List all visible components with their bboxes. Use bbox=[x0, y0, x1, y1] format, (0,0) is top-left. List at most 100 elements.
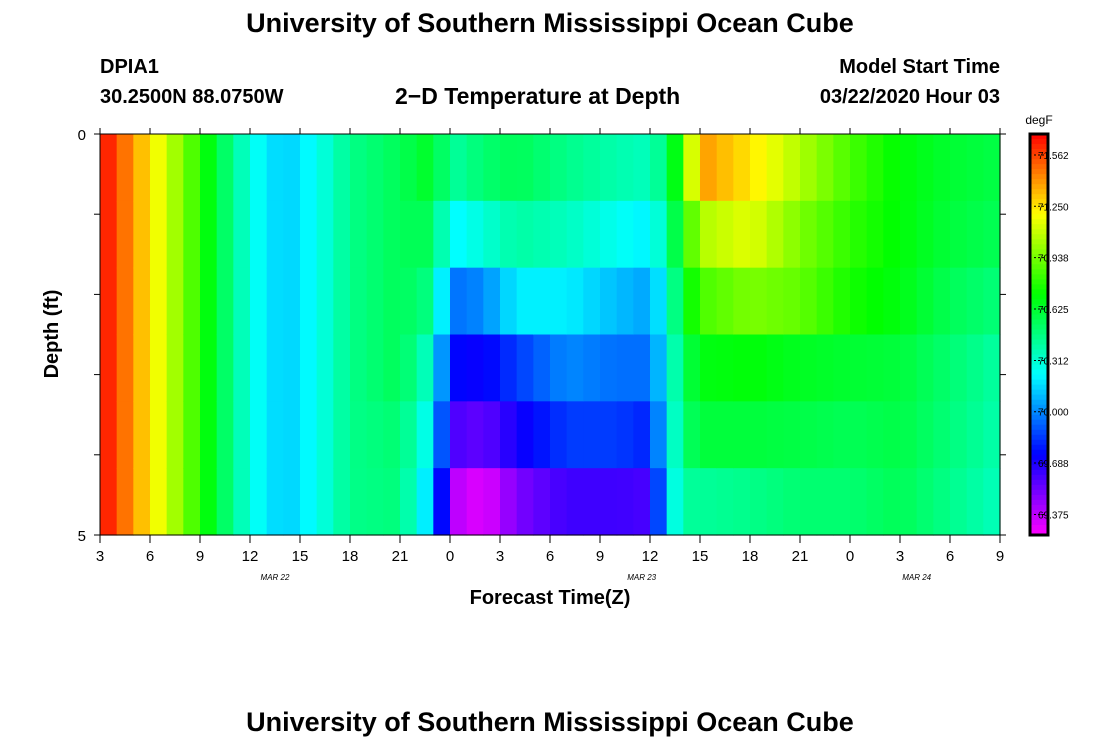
colorbar-unit: degF bbox=[1025, 113, 1052, 127]
heatmap-cell bbox=[266, 267, 284, 336]
heatmap-cell bbox=[283, 334, 301, 402]
heatmap-cell bbox=[416, 134, 434, 202]
heatmap-cell bbox=[233, 134, 251, 202]
colorbar-segment bbox=[1030, 414, 1048, 421]
colorbar-segment bbox=[1030, 429, 1048, 436]
heatmap-cell bbox=[666, 334, 684, 402]
heatmap-cell bbox=[783, 401, 801, 469]
heatmap-cell bbox=[883, 200, 901, 269]
heatmap-cell bbox=[283, 134, 301, 202]
colorbar-segment bbox=[1030, 504, 1048, 511]
heatmap-cell bbox=[183, 200, 201, 269]
heatmap-cell bbox=[933, 267, 951, 336]
heatmap-cell bbox=[766, 200, 784, 269]
colorbar-segment bbox=[1030, 289, 1048, 295]
heatmap-cell bbox=[116, 468, 134, 536]
heatmap-cell bbox=[666, 468, 684, 536]
heatmap-cell bbox=[450, 401, 468, 469]
heatmap-cell bbox=[550, 200, 568, 269]
heatmap-cell bbox=[350, 134, 368, 202]
heatmap-cell bbox=[816, 334, 834, 402]
colorbar-segment bbox=[1030, 359, 1048, 366]
heatmap-cell bbox=[350, 200, 368, 269]
colorbar-label: 69.375 bbox=[1038, 510, 1069, 521]
colorbar-segment bbox=[1030, 204, 1048, 210]
heatmap-cell bbox=[583, 334, 601, 402]
heatmap-cell bbox=[283, 267, 301, 336]
heatmap-cell bbox=[900, 334, 918, 402]
heatmap-cell bbox=[700, 267, 718, 336]
heatmap-cell bbox=[166, 200, 184, 269]
heatmap-cell bbox=[983, 134, 1001, 202]
heatmap-cell bbox=[316, 267, 334, 336]
heatmap-cell bbox=[566, 468, 584, 536]
date-label: MAR 23 bbox=[627, 573, 656, 582]
heatmap-cell bbox=[850, 134, 868, 202]
heatmap-cell bbox=[833, 200, 851, 269]
heatmap-cell bbox=[716, 267, 734, 336]
x-tick-label: 0 bbox=[446, 548, 454, 565]
x-tick-label: 18 bbox=[742, 548, 759, 565]
heatmap-cell bbox=[800, 134, 818, 202]
heatmap-cell bbox=[250, 267, 268, 336]
colorbar-segment bbox=[1030, 334, 1048, 341]
heatmap-cell bbox=[650, 334, 668, 402]
heatmap-cell bbox=[300, 267, 318, 336]
heatmap-cell bbox=[416, 401, 434, 469]
x-tick-label: 6 bbox=[946, 548, 954, 565]
heatmap-cell bbox=[350, 401, 368, 469]
heatmap-cell bbox=[966, 200, 984, 269]
heatmap-cell bbox=[816, 401, 834, 469]
heatmap-cell bbox=[583, 468, 601, 536]
heatmap-cell bbox=[150, 468, 168, 536]
heatmap-cell bbox=[983, 200, 1001, 269]
heatmap-cell bbox=[250, 200, 268, 269]
heatmap-cell bbox=[366, 267, 384, 336]
heatmap-cell bbox=[550, 468, 568, 536]
heatmap-cell bbox=[933, 401, 951, 469]
colorbar-label: 71.562 bbox=[1038, 151, 1069, 162]
heatmap-cell bbox=[816, 200, 834, 269]
heatmap-cell bbox=[183, 334, 201, 402]
heatmap-cell bbox=[366, 468, 384, 536]
y-tick-label: 0 bbox=[78, 127, 86, 144]
heatmap-cell bbox=[466, 267, 484, 336]
colorbar-segment bbox=[1030, 369, 1048, 376]
x-tick-label: 3 bbox=[896, 548, 904, 565]
heatmap-cell bbox=[416, 334, 434, 402]
colorbar-segment bbox=[1030, 324, 1048, 331]
heatmap-cell bbox=[916, 468, 934, 536]
x-tick-label: 9 bbox=[196, 548, 204, 565]
heatmap-cell bbox=[900, 200, 918, 269]
heatmap-cell bbox=[500, 200, 518, 269]
heatmap-cell bbox=[100, 134, 118, 202]
heatmap-cell bbox=[850, 334, 868, 402]
heatmap-cell bbox=[550, 267, 568, 336]
heatmap-cell bbox=[416, 200, 434, 269]
heatmap-cell bbox=[733, 334, 751, 402]
colorbar-segment bbox=[1030, 229, 1048, 235]
heatmap-cell bbox=[816, 267, 834, 336]
heatmap-cell bbox=[650, 468, 668, 536]
colorbar-segment bbox=[1030, 304, 1048, 311]
heatmap-cell bbox=[833, 267, 851, 336]
heatmap-cell bbox=[716, 401, 734, 469]
x-axis-label: Forecast Time(Z) bbox=[470, 587, 631, 609]
heatmap-cell bbox=[516, 334, 534, 402]
x-tick-label: 9 bbox=[596, 548, 604, 565]
heatmap-cell bbox=[616, 401, 634, 469]
heatmap-cell bbox=[966, 468, 984, 536]
heatmap-cell bbox=[316, 334, 334, 402]
heatmap-cell bbox=[850, 468, 868, 536]
heatmap-cell bbox=[383, 468, 401, 536]
heatmap-cell bbox=[633, 267, 651, 336]
heatmap-cell bbox=[450, 200, 468, 269]
heatmap-cell bbox=[700, 134, 718, 202]
heatmap-cell bbox=[616, 468, 634, 536]
colorbar-segment bbox=[1030, 439, 1048, 446]
colorbar-segment bbox=[1030, 274, 1048, 280]
colorbar-segment bbox=[1030, 249, 1048, 255]
colorbar-segment bbox=[1030, 134, 1048, 140]
heatmap-cell bbox=[266, 200, 284, 269]
